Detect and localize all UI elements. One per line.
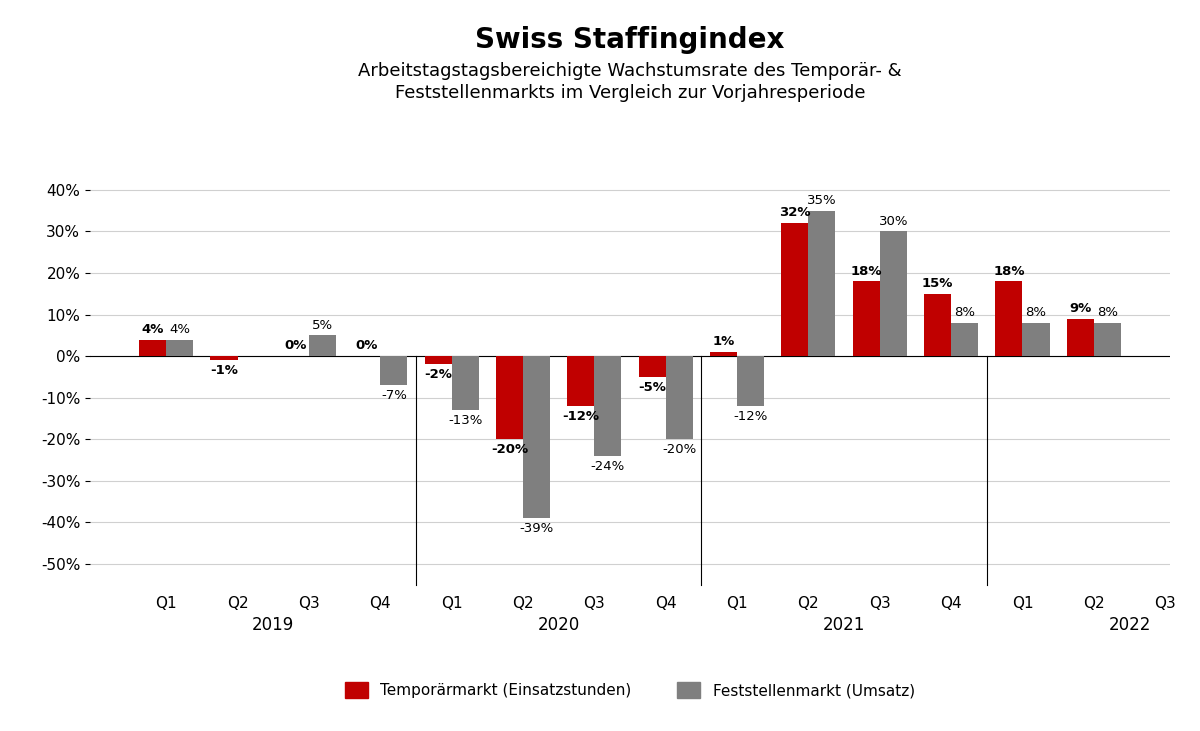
Text: -12%: -12% [733, 410, 768, 423]
Text: 4%: 4% [169, 323, 191, 336]
Text: 8%: 8% [1026, 306, 1046, 319]
Bar [924, 294, 952, 356]
Text: Feststellenmarkts im Vergleich zur Vorjahresperiode: Feststellenmarkts im Vergleich zur Vorja… [395, 84, 865, 102]
Bar [638, 356, 666, 377]
Text: -1%: -1% [210, 364, 238, 377]
Bar [710, 352, 737, 356]
Bar [737, 356, 764, 406]
Bar [952, 323, 978, 356]
Bar [666, 356, 692, 439]
Text: 8%: 8% [1097, 306, 1118, 319]
Bar [167, 340, 193, 356]
Text: Swiss Staffingindex: Swiss Staffingindex [475, 26, 785, 53]
Bar [1093, 323, 1121, 356]
Text: 18%: 18% [851, 265, 882, 278]
Text: -12%: -12% [563, 410, 599, 423]
Text: -20%: -20% [662, 443, 696, 456]
Bar [781, 223, 809, 356]
Text: -2%: -2% [424, 368, 452, 382]
Text: 2022: 2022 [1109, 616, 1151, 634]
Text: 35%: 35% [808, 194, 836, 207]
Bar [880, 232, 907, 356]
Bar [568, 356, 594, 406]
Text: 2019: 2019 [252, 616, 294, 634]
Text: 1%: 1% [713, 336, 734, 348]
Text: 32%: 32% [779, 206, 810, 219]
Text: -5%: -5% [638, 381, 666, 394]
Text: Arbeitstagstagsbereichigte Wachstumsrate des Temporär- &: Arbeitstagstagsbereichigte Wachstumsrate… [358, 62, 902, 80]
Text: -24%: -24% [590, 460, 625, 473]
Text: 0%: 0% [355, 339, 378, 352]
Text: -39%: -39% [520, 522, 553, 535]
Bar [308, 336, 336, 356]
Text: 4%: 4% [142, 323, 164, 336]
Bar [496, 356, 523, 439]
Text: 15%: 15% [922, 277, 953, 290]
Bar [1022, 323, 1050, 356]
Bar [451, 356, 479, 410]
Bar [380, 356, 407, 385]
Bar [139, 340, 167, 356]
Text: -13%: -13% [448, 414, 482, 427]
Text: 2020: 2020 [538, 616, 580, 634]
Text: -7%: -7% [380, 389, 407, 402]
Text: 0%: 0% [284, 339, 306, 352]
Legend: Temporärmarkt (Einsatzstunden), Feststellenmarkt (Umsatz): Temporärmarkt (Einsatzstunden), Feststel… [340, 676, 920, 705]
Text: 9%: 9% [1069, 302, 1091, 315]
Bar [1067, 319, 1093, 356]
Text: 18%: 18% [994, 265, 1025, 278]
Text: -20%: -20% [491, 443, 528, 456]
Bar [594, 356, 622, 456]
Bar [809, 211, 835, 356]
Bar [995, 281, 1022, 356]
Bar [425, 356, 451, 365]
Text: 30%: 30% [878, 215, 908, 228]
Bar [210, 356, 238, 360]
Bar [853, 281, 880, 356]
Text: 2021: 2021 [823, 616, 865, 634]
Text: 8%: 8% [954, 306, 976, 319]
Bar [523, 356, 550, 518]
Text: 5%: 5% [312, 319, 334, 332]
